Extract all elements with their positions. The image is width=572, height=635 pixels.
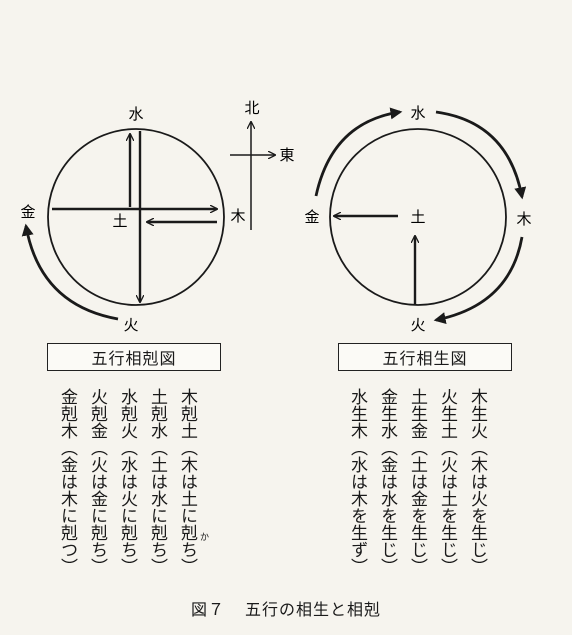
kokoku-rules: 木剋土（木は土に剋ち） 土剋水（土は水に剋ち） 水剋火（水は火に剋ち） 火剋金（… xyxy=(56,388,198,575)
kokoku-rule: 金剋木（金は木に剋つ） xyxy=(57,388,77,575)
compass: 北 東 xyxy=(230,99,295,230)
node-wood: 木 xyxy=(516,210,531,228)
kokoku-rule: 水剋火（水は火に剋ち） xyxy=(117,388,137,575)
kokoku-circle xyxy=(47,128,225,306)
arrow-water-to-wood xyxy=(435,110,527,200)
sosho-diagram: 水 木 火 土 金 xyxy=(304,104,531,334)
kokoku-rule: 火剋金（火は金に剋ち） xyxy=(87,388,107,575)
arrow-wood-to-fire xyxy=(433,236,524,324)
node-wood: 木 xyxy=(230,207,245,225)
node-water: 水 xyxy=(128,105,143,123)
node-fire: 火 xyxy=(410,316,425,334)
kokoku-rule: 木剋土（木は土に剋ち） xyxy=(177,388,197,575)
compass-east-label: 東 xyxy=(279,146,294,164)
node-earth: 土 xyxy=(112,212,127,230)
compass-north-label: 北 xyxy=(244,99,259,117)
sosho-rules: 木生火（木は火を生じ） 火生土（火は土を生じ） 土生金（土は金を生じ） 金生水（… xyxy=(346,388,488,575)
sosho-circle xyxy=(329,128,507,306)
sosho-rule: 金生水（金は水を生じ） xyxy=(377,388,397,575)
arrow-metal-to-water xyxy=(314,107,403,197)
sosho-rule: 火生土（火は土を生じ） xyxy=(437,388,457,575)
kokoku-rule: 土剋水（土は水に剋ち） xyxy=(147,388,167,575)
node-metal: 金 xyxy=(20,203,35,221)
figure-caption: 図７ 五行の相生と相剋 xyxy=(0,596,572,620)
sosho-rule: 木生火（木は火を生じ） xyxy=(467,388,487,575)
caption-text: 五行の相生と相剋 xyxy=(245,600,382,619)
ruby-annotation: か xyxy=(200,533,210,543)
node-water: 水 xyxy=(410,104,425,122)
sosho-rule: 水生木（水は木を生ず） xyxy=(347,388,367,575)
node-earth: 土 xyxy=(410,208,425,226)
arrow-fire-to-metal xyxy=(21,223,119,321)
caption-number: 図７ xyxy=(190,600,225,619)
sosho-rule: 土生金（土は金を生じ） xyxy=(407,388,427,575)
sosho-title: 五行相生図 xyxy=(338,343,512,371)
kokoku-diagram: 水 木 火 土 金 xyxy=(20,105,245,334)
kokoku-title: 五行相剋図 xyxy=(47,343,221,371)
node-fire: 火 xyxy=(123,316,138,334)
node-metal: 金 xyxy=(304,208,319,226)
